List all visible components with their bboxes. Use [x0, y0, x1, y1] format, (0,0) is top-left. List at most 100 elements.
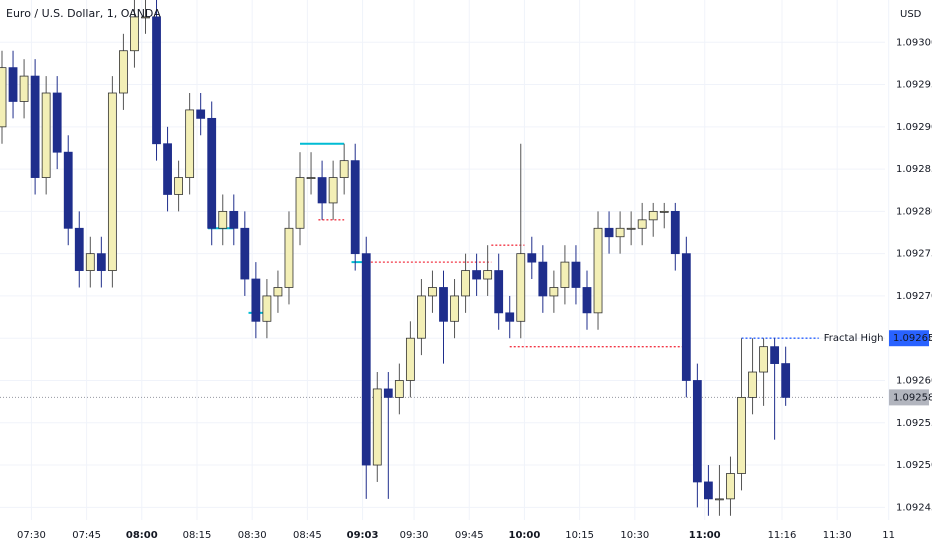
x-tick-label: 08:15 — [183, 530, 212, 541]
candle-body — [130, 16, 139, 52]
x-tick-label: 07:30 — [17, 530, 46, 541]
candle-body — [361, 253, 371, 466]
candle-body — [196, 109, 206, 119]
candle-body — [770, 346, 780, 364]
x-tick-label: 09:45 — [455, 530, 484, 541]
candle-body — [394, 380, 404, 398]
candle-body — [85, 253, 95, 271]
x-tick-label: 11:00 — [689, 530, 721, 541]
candle-body — [505, 312, 515, 322]
y-tick-label: 1.09300 — [896, 37, 932, 48]
candle-body — [405, 337, 415, 381]
y-tick-label: 1.09260 — [896, 375, 932, 386]
price-tag — [889, 330, 929, 347]
price-tag-label: 1.09258 — [893, 392, 932, 403]
candle-body — [516, 253, 526, 322]
x-tick-label: 10:15 — [565, 530, 594, 541]
candle-body — [141, 16, 150, 19]
candle-body — [295, 177, 305, 229]
candle-body — [527, 253, 537, 263]
x-tick-label: 11:30 — [823, 530, 852, 541]
candle-body — [350, 160, 360, 255]
candle-body — [759, 346, 768, 373]
candle-body — [538, 261, 548, 297]
y-tick-label: 1.09270 — [896, 291, 932, 302]
candle-body — [549, 287, 559, 297]
candle-body — [52, 92, 62, 153]
candle-body — [63, 151, 73, 229]
x-tick-label: 11 — [882, 530, 895, 541]
candle-body — [472, 270, 482, 280]
candle-body — [284, 227, 294, 288]
candle-body — [262, 295, 272, 322]
candle-body — [19, 75, 29, 102]
level-label: Fractal High — [824, 333, 884, 344]
x-tick-label: 10:00 — [509, 530, 541, 541]
candle-body — [339, 160, 349, 178]
candle-body — [615, 227, 625, 238]
x-tick-label: 07:45 — [72, 530, 101, 541]
candle-body — [582, 287, 592, 314]
price-tag-label: 1.09265 — [893, 333, 932, 344]
candle-body — [30, 75, 40, 178]
candle-body — [726, 473, 735, 500]
x-tick-label: 08:30 — [238, 530, 267, 541]
candle-body — [107, 92, 117, 271]
x-tick-label: 10:30 — [620, 530, 649, 541]
x-tick-label: 09:03 — [347, 530, 379, 541]
candle-body — [748, 371, 757, 398]
candle-body — [372, 388, 382, 466]
candle-body — [428, 287, 437, 297]
candle-body — [494, 270, 504, 314]
candle-body — [119, 50, 128, 94]
y-tick-label: 1.09295 — [896, 80, 932, 91]
candle-body — [229, 210, 239, 229]
candle-body — [450, 295, 459, 322]
y-tick-label: 1.09245 — [896, 502, 932, 513]
candle-body — [737, 396, 746, 474]
candle-body — [240, 227, 250, 280]
candle-body — [185, 109, 195, 178]
y-tick-label: 1.09275 — [896, 249, 932, 260]
candle-body — [681, 253, 691, 381]
candle-body — [0, 67, 7, 128]
y-tick-label: 1.09280 — [896, 206, 932, 217]
candle-body — [218, 210, 228, 229]
candle-body — [306, 177, 316, 179]
chart-title: Euro / U.S. Dollar, 1, OANDA — [6, 7, 161, 20]
candle-body — [273, 287, 283, 297]
candle-body — [637, 219, 647, 229]
candle-body — [174, 177, 184, 195]
x-tick-label: 09:30 — [400, 530, 429, 541]
candle-body — [152, 16, 161, 145]
y-unit: USD — [900, 9, 922, 20]
candle-body — [96, 253, 106, 271]
candle-body — [659, 210, 669, 213]
price-tag — [889, 389, 929, 406]
candle-body — [317, 177, 327, 204]
candle-body — [593, 227, 603, 314]
x-tick-label: 11:16 — [768, 530, 797, 541]
y-tick-label: 1.09255 — [896, 418, 932, 429]
candle-body — [715, 498, 724, 501]
candle-body — [163, 143, 172, 195]
candle-body — [483, 270, 493, 280]
candle-body — [692, 380, 702, 483]
candle-body — [439, 287, 448, 322]
candle-body — [648, 210, 658, 221]
candle-body — [251, 278, 261, 322]
candle-body — [670, 210, 680, 255]
candle-body — [461, 270, 470, 297]
candle-body — [626, 227, 636, 230]
candle-body — [328, 177, 338, 204]
y-tick-label: 1.09285 — [896, 164, 932, 175]
candle-body — [74, 227, 84, 271]
candle-body — [604, 227, 614, 238]
candle-body — [383, 388, 393, 398]
x-tick-label: 08:45 — [293, 530, 322, 541]
y-tick-label: 1.09290 — [896, 122, 932, 133]
candle-body — [417, 295, 426, 339]
candle-body — [207, 117, 217, 229]
candle-body — [8, 67, 18, 102]
